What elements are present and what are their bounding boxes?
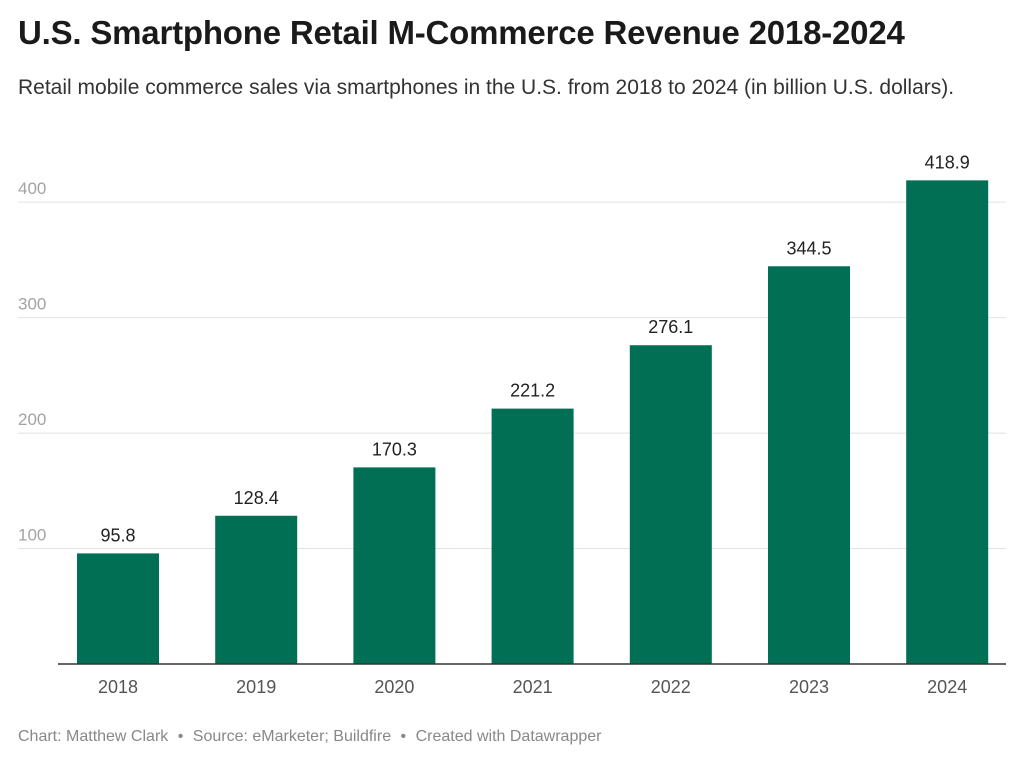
chart-credit: Chart: Matthew Clark [18,728,169,745]
chart-title: U.S. Smartphone Retail M-Commerce Revenu… [18,14,905,51]
chart-subtitle: Retail mobile commerce sales via smartph… [18,76,955,99]
bars [77,180,989,664]
x-tick-label: 2021 [513,677,553,697]
chart-footer: Chart: Matthew Clark • Source: eMarketer… [18,728,601,746]
created-with-note: Created with Datawrapper [415,728,602,745]
bar-2022 [629,345,712,664]
value-label: 95.8 [100,525,135,545]
value-label: 221.2 [510,381,555,401]
x-tick-label: 2023 [789,677,829,697]
bar-chart: 100 200 300 400 95.8 128.4 170.3 221.2 276.1 344… [18,152,1006,697]
value-labels: 95.8 128.4 170.3 221.2 276.1 344.5 418.9 [100,152,969,545]
value-label: 418.9 [925,152,970,172]
bar-2021 [491,408,574,664]
footer-separator: • [400,728,407,745]
y-tick-label: 300 [18,295,46,314]
value-label: 128.4 [234,488,279,508]
footer-separator: • [177,728,184,745]
x-tick-label: 2024 [927,677,967,697]
bar-2018 [77,553,159,664]
bar-2024 [906,180,989,664]
x-tick-label: 2022 [651,677,691,697]
value-label: 170.3 [372,439,417,459]
x-tick-label: 2020 [374,677,414,697]
y-tick-label: 100 [18,526,46,545]
y-tick-label: 400 [18,179,46,198]
x-tick-label: 2019 [236,677,276,697]
source-note: Source: eMarketer; Buildfire [192,728,392,745]
bar-2023 [768,266,850,664]
bar-2019 [215,515,298,664]
value-label: 344.5 [786,238,831,258]
value-label: 276.1 [648,317,693,337]
y-axis-ticks: 100 200 300 400 [18,179,46,544]
x-tick-label: 2018 [98,677,138,697]
x-axis-ticks: 2018 2019 2020 2021 2022 2023 2024 [98,677,967,697]
y-tick-label: 200 [18,410,46,429]
bar-2020 [353,467,436,664]
